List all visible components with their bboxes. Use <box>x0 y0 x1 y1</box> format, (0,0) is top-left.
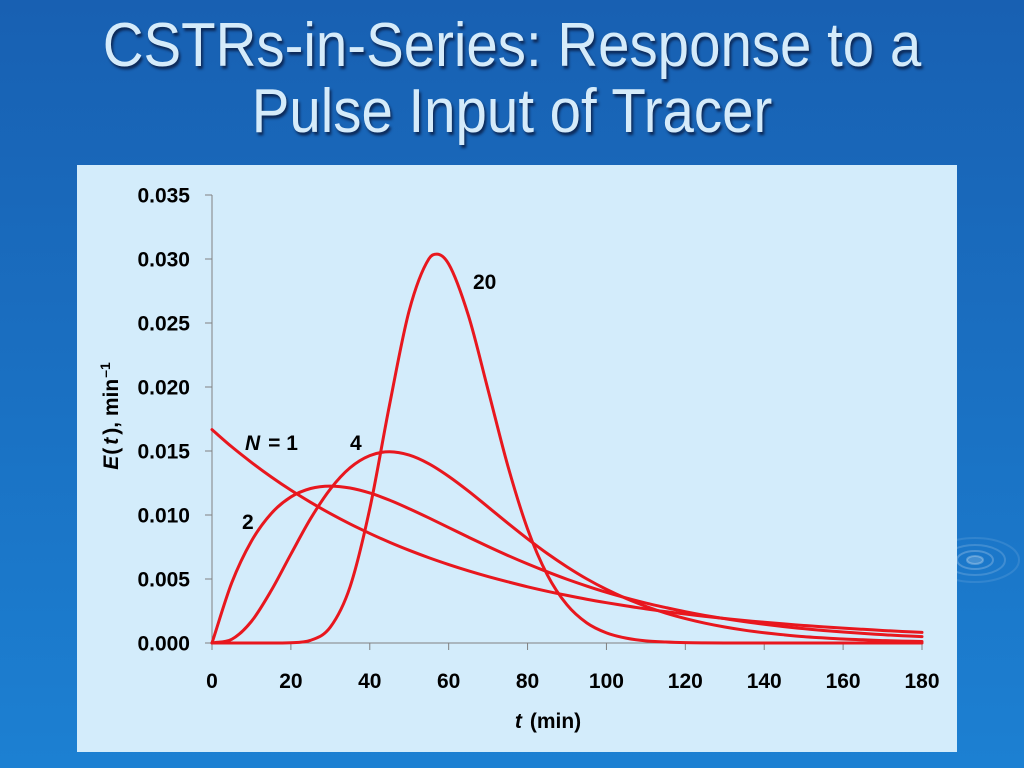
series-line-n20 <box>210 252 924 645</box>
title-line-1: CSTRs-in-Series: Response to a <box>102 11 922 80</box>
y-axis-title-function: E <box>100 455 123 470</box>
series-lines <box>210 252 924 645</box>
x-tick-label: 140 <box>747 670 782 693</box>
y-tick-label: 0.035 <box>137 185 190 208</box>
series-label-n4: 4 <box>350 432 362 455</box>
y-axis-title-unit: ), min <box>100 379 123 435</box>
chart: 0.000 0.005 0.010 0.015 0.020 0.025 0.030 0.035… <box>97 185 940 734</box>
series-label-n1-value: = 1 <box>268 432 298 455</box>
x-tick-label: 100 <box>589 670 624 693</box>
series-line-n4 <box>210 450 924 645</box>
x-tick-label: 0 <box>206 670 218 693</box>
x-tick-label: 120 <box>668 670 703 693</box>
y-axis-title: E( t ), min–1 <box>97 362 123 470</box>
y-tick-label: 0.015 <box>137 441 190 464</box>
y-tick-label: 0.005 <box>137 569 190 592</box>
series-line-n1 <box>210 428 924 634</box>
x-axis-title-variable: t <box>515 710 523 733</box>
x-axis-title: t (min) <box>515 710 581 733</box>
y-axis-title-open: ( <box>100 448 123 455</box>
title-line-2: Pulse Input of Tracer <box>251 77 773 146</box>
x-tick-label: 40 <box>358 670 381 693</box>
x-tick-label: 20 <box>279 670 302 693</box>
y-tick-label: 0.000 <box>137 633 190 656</box>
x-tick-label: 60 <box>437 670 460 693</box>
y-axis-title-exponent: –1 <box>97 362 113 378</box>
y-tick-label: 0.020 <box>137 377 190 400</box>
y-tick-label: 0.030 <box>137 249 190 272</box>
x-tick-label: 80 <box>516 670 539 693</box>
chart-panel: 0.000 0.005 0.010 0.015 0.020 0.025 0.030 0.035… <box>77 165 957 752</box>
ripple-ring <box>966 555 984 565</box>
series-line-n2 <box>210 484 924 645</box>
series-label-n1-variable: N <box>245 432 261 455</box>
x-tick-label: 160 <box>826 670 861 693</box>
y-axis-title-variable: t <box>100 437 123 445</box>
y-axis-ticks: 0.000 0.005 0.010 0.015 0.020 0.025 0.030 0.035 <box>137 185 212 656</box>
x-axis-title-unit: (min) <box>530 710 581 733</box>
x-axis-ticks: 0 20 40 60 80 100 120 140 160 180 <box>206 643 940 693</box>
y-tick-label: 0.025 <box>137 313 190 336</box>
x-tick-label: 180 <box>904 670 939 693</box>
ripple-ring <box>956 550 994 570</box>
slide-title: CSTRs-in-Series: Response to a Pulse Inp… <box>0 13 1024 145</box>
series-label-n1: N = 1 <box>245 432 298 455</box>
series-label-n2: 2 <box>242 511 254 534</box>
y-tick-label: 0.010 <box>137 505 190 528</box>
series-label-n20: 20 <box>473 271 496 294</box>
